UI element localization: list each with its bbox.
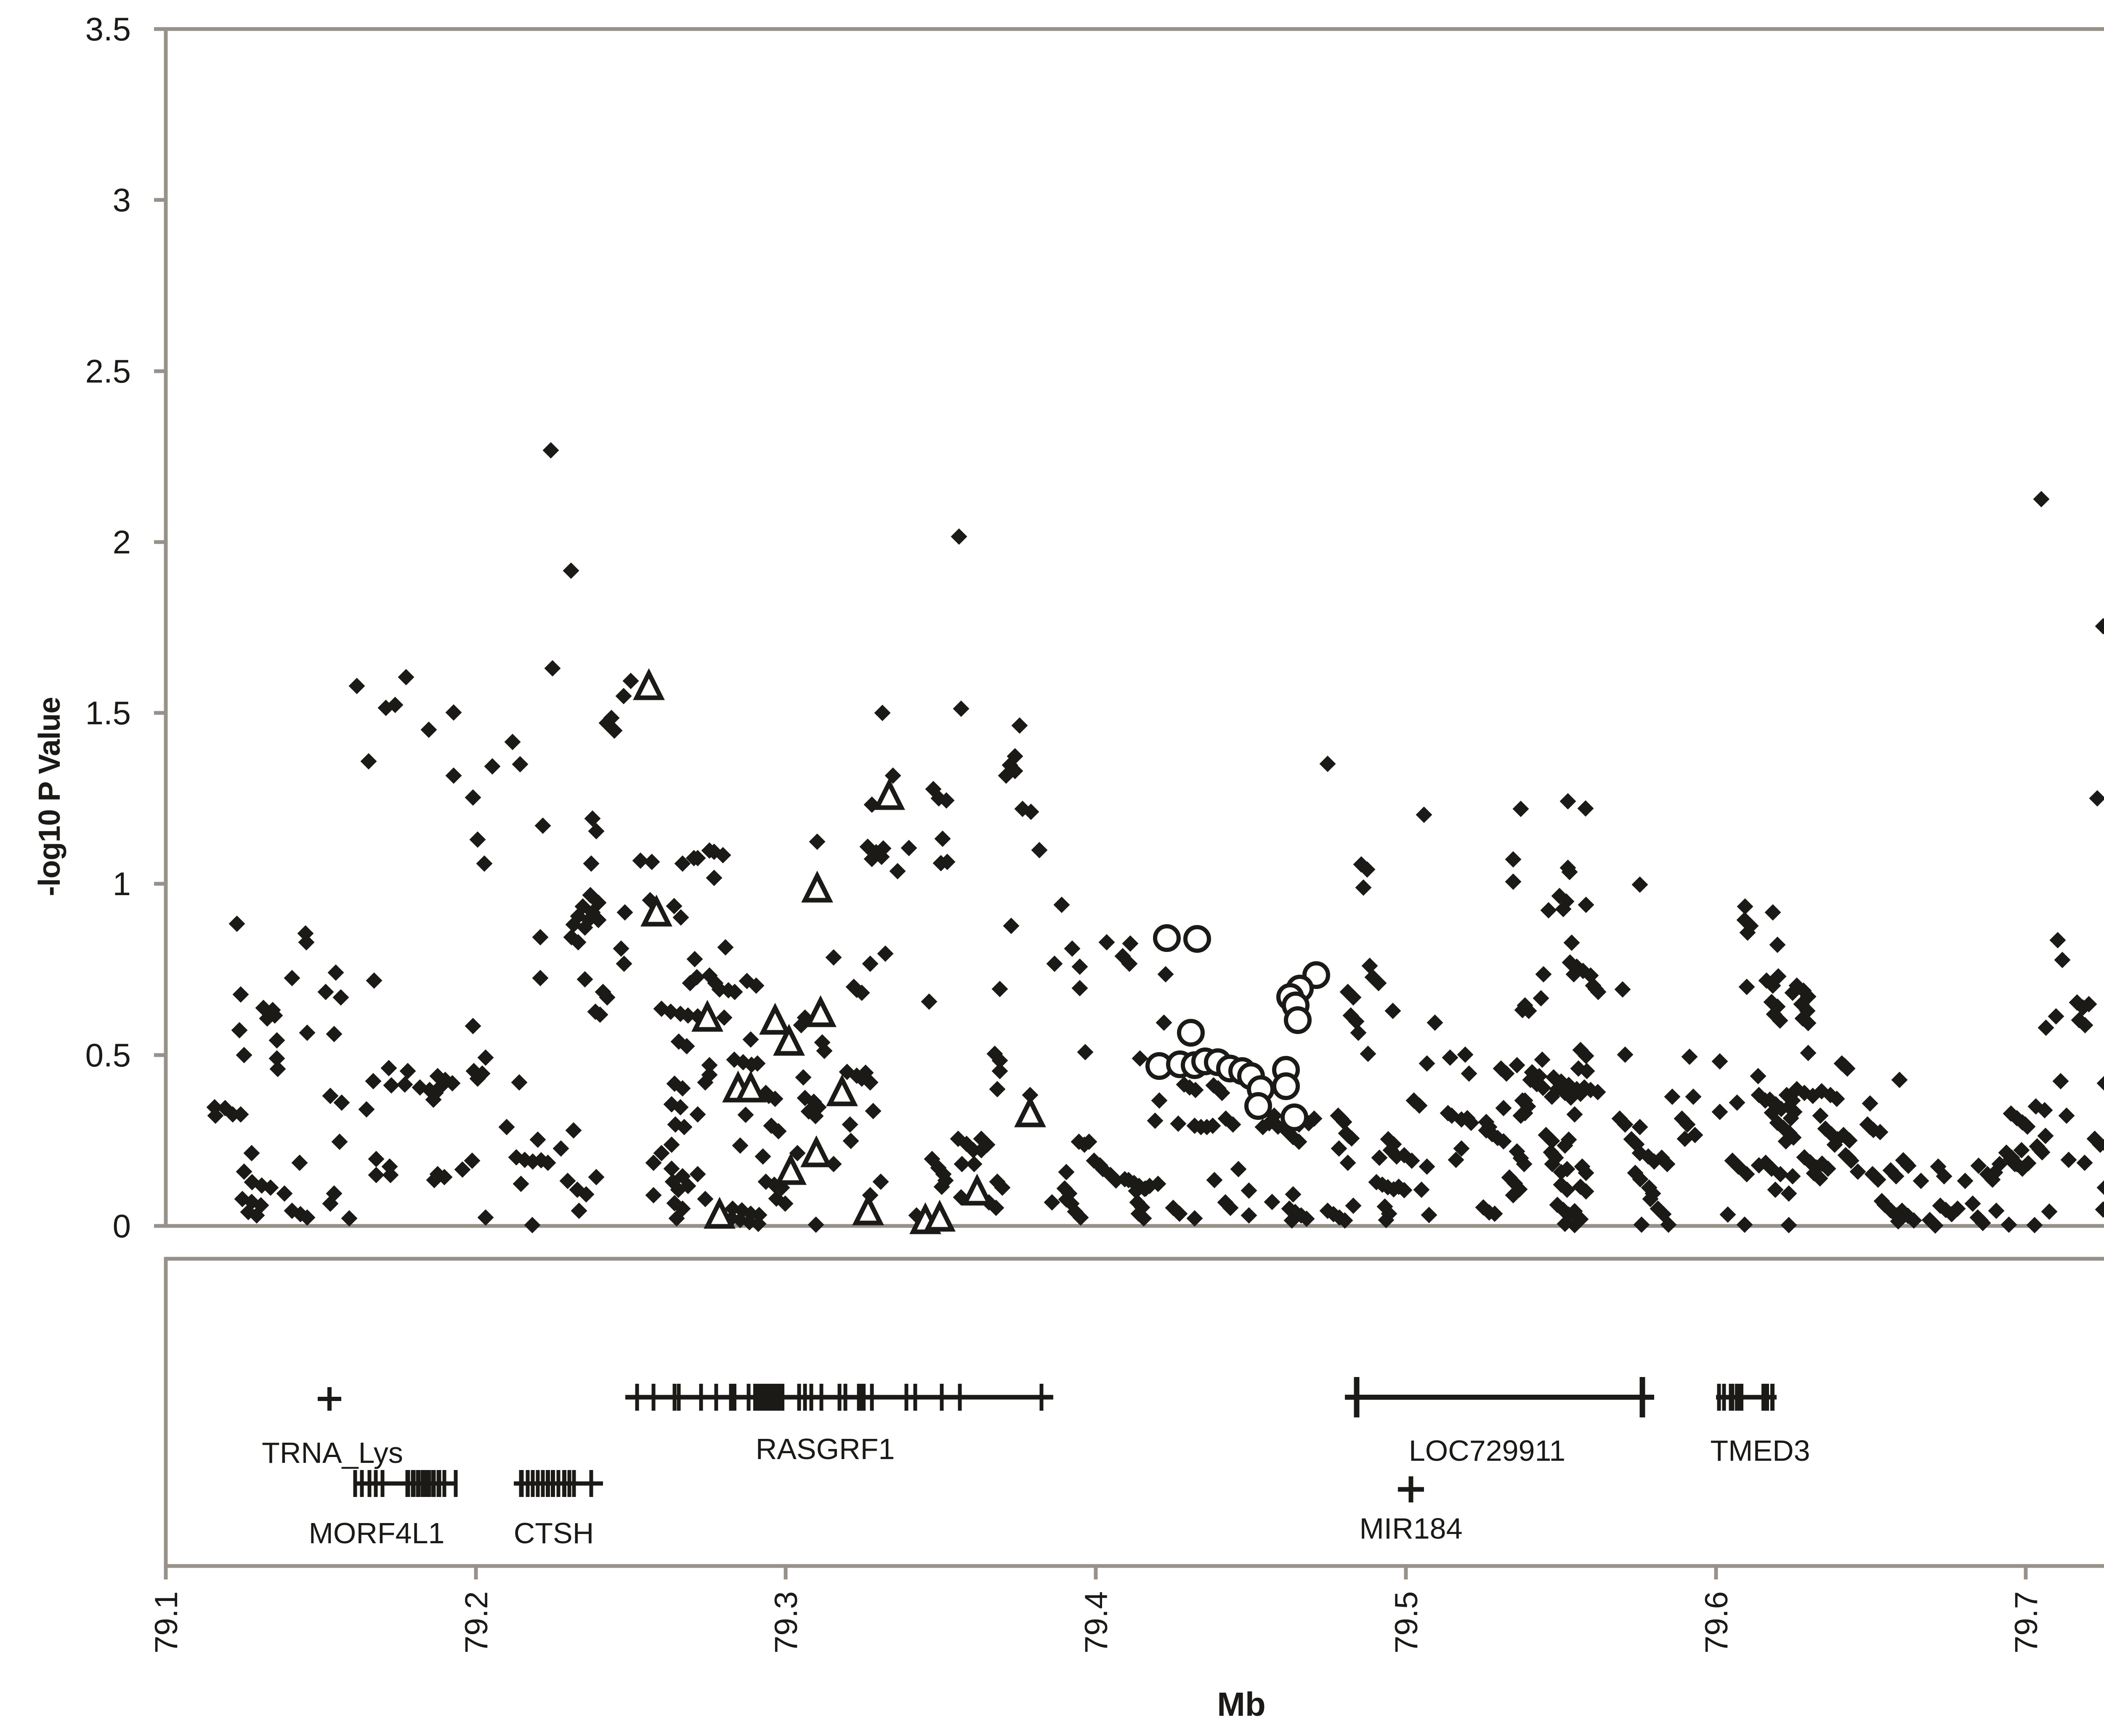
- svg-text:3: 3: [113, 181, 131, 218]
- svg-text:RASGRF1: RASGRF1: [756, 1433, 895, 1465]
- svg-text:Mb: Mb: [1217, 1685, 1266, 1723]
- svg-text:79.6: 79.6: [1699, 1591, 1735, 1654]
- svg-text:79.1: 79.1: [149, 1591, 184, 1654]
- svg-text:2: 2: [113, 524, 131, 561]
- svg-text:CTSH: CTSH: [514, 1517, 594, 1550]
- svg-text:TRNA_Lys: TRNA_Lys: [262, 1436, 403, 1469]
- svg-text:1: 1: [113, 865, 131, 902]
- svg-text:MORF4L1: MORF4L1: [309, 1517, 445, 1550]
- svg-text:2.5: 2.5: [85, 353, 131, 390]
- svg-text:79.5: 79.5: [1389, 1591, 1424, 1654]
- svg-text:MIR184: MIR184: [1359, 1512, 1462, 1545]
- svg-text:79.4: 79.4: [1079, 1591, 1114, 1654]
- svg-text:TMED3: TMED3: [1710, 1434, 1810, 1467]
- svg-text:LOC729911: LOC729911: [1409, 1434, 1565, 1467]
- svg-text:3.5: 3.5: [85, 11, 131, 48]
- svg-text:0: 0: [113, 1207, 131, 1244]
- svg-text:79.2: 79.2: [459, 1591, 494, 1654]
- svg-text:-log10 P Value: -log10 P Value: [33, 697, 66, 896]
- svg-text:79.7: 79.7: [2008, 1591, 2044, 1654]
- svg-text:1.5: 1.5: [85, 694, 131, 731]
- svg-text:79.3: 79.3: [768, 1591, 804, 1654]
- svg-text:0.5: 0.5: [85, 1037, 131, 1074]
